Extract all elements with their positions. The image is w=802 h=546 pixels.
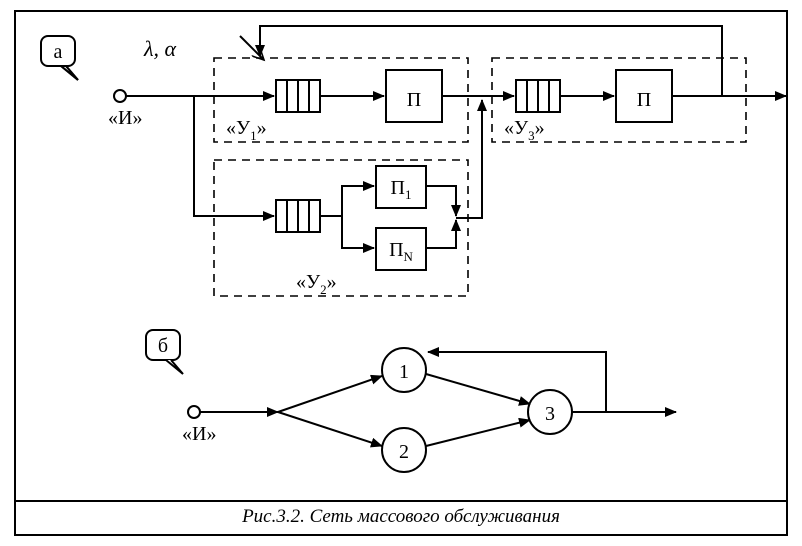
source-label-b: «И»: [182, 423, 216, 445]
diagram-svg: а λ, α «И» «У1» П «У3»: [16, 12, 790, 500]
edge-b-split-1: [278, 376, 382, 412]
node-1-label: 1: [399, 361, 409, 383]
callout-a: а: [41, 36, 78, 80]
callout-a-letter: а: [54, 41, 63, 63]
y3-label: «У3»: [504, 117, 545, 143]
edge-p1-merge: [426, 186, 456, 216]
figure-caption: Рис.3.2. Сеть массового обслуживания: [16, 506, 786, 528]
y3-queue: [516, 80, 560, 112]
input-rate-label: λ, α: [143, 36, 177, 61]
svg-text:«У1»: «У1»: [226, 117, 267, 143]
edge-pn-merge: [426, 220, 456, 248]
callout-b-letter: б: [158, 335, 168, 357]
y1-queue: [276, 80, 320, 112]
node-2-label: 2: [399, 441, 409, 463]
y1-label: «У1»: [226, 117, 267, 143]
callout-b: б: [146, 330, 183, 374]
y1-proc-label: П: [407, 89, 421, 111]
edge-b-2-3: [426, 420, 530, 446]
node-3-label: 3: [545, 403, 555, 425]
edge-y2-out: [456, 100, 482, 218]
source-node-a: [114, 90, 126, 102]
edge-b-1-3: [426, 374, 530, 404]
y3-proc-label: П: [637, 89, 651, 111]
edge-y2-queue-pn: [342, 216, 374, 248]
y2-label: «У2»: [296, 271, 337, 297]
source-node-b: [188, 406, 200, 418]
svg-text:«У2»: «У2»: [296, 271, 337, 297]
source-label-a: «И»: [108, 107, 142, 129]
svg-text:«У3»: «У3»: [504, 117, 545, 143]
caption-divider: [16, 500, 786, 502]
figure-frame: Рис.3.2. Сеть массового обслуживания а λ…: [14, 10, 788, 536]
edge-source-y2: [194, 96, 274, 216]
edge-b-split-2: [278, 412, 382, 446]
y2-queue: [276, 200, 320, 232]
edge-y2-queue-p1: [320, 186, 374, 216]
